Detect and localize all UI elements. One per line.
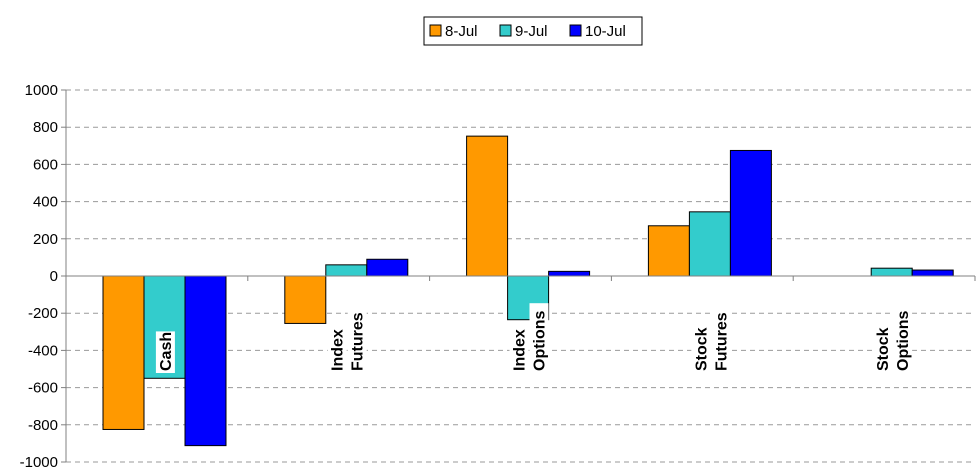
y-tick-label: -600 (28, 380, 58, 397)
bar (729, 149, 772, 277)
bar (466, 135, 509, 277)
legend-label: 9-Jul (515, 23, 548, 40)
legend-box (423, 16, 643, 46)
category-label-bg (155, 331, 175, 373)
bar (102, 275, 145, 430)
y-tick-label: 800 (33, 119, 58, 136)
y-tick-label: 600 (33, 156, 58, 173)
category-label-bg (893, 303, 913, 373)
legend-label: 10-Jul (585, 23, 626, 40)
category-label-bg (529, 303, 549, 373)
category-label-bg (327, 322, 347, 373)
category-label-bg (347, 303, 367, 373)
y-tick-label: 200 (33, 231, 58, 248)
bar (548, 270, 591, 277)
y-tick-label: 0 (50, 268, 58, 285)
bar (366, 258, 409, 277)
y-tick-label: -400 (28, 342, 58, 359)
category-label-line: Futures (713, 312, 730, 371)
category-label-line: Stock (693, 327, 710, 371)
category-label-line: Futures (350, 312, 367, 371)
legend-label: 8-Jul (445, 23, 478, 40)
category-label: Cash (155, 331, 175, 373)
bar (647, 225, 690, 277)
category-label-bg (691, 322, 711, 373)
category-label-line: Cash (158, 332, 175, 371)
category-labels: Cash Index Futures Index Options Stock Futures… (155, 303, 913, 373)
bar (911, 269, 954, 277)
legend-swatch (429, 24, 442, 37)
y-tick-label: -200 (28, 305, 58, 322)
category-label: Index Futures (327, 303, 367, 373)
category-label-bg (873, 322, 893, 373)
y-tick-label: -800 (28, 417, 58, 434)
bar (325, 264, 368, 277)
category-label-bg (711, 303, 731, 373)
y-tick-label: -1000 (20, 454, 58, 470)
bar (284, 275, 327, 324)
x-axis (65, 275, 976, 281)
legend: 8-Jul 9-Jul 10-Jul (423, 16, 643, 46)
category-label-line: Stock (875, 327, 892, 371)
y-tick-label: 400 (33, 194, 58, 211)
y-tick-label: 1000 (25, 82, 58, 99)
legend-swatch (499, 24, 512, 37)
category-label: Stock Options (873, 303, 913, 373)
bar (184, 275, 227, 447)
y-axis: 1000 800 600 400 200 0 -200 -400 -600 -800 -1000 (20, 82, 67, 471)
category-label-bg (509, 322, 529, 373)
bars (102, 135, 954, 447)
category-label-line: Options (532, 310, 549, 371)
legend-swatch (569, 24, 582, 37)
category-label-line: Index (330, 329, 347, 371)
category-label: Index Options (509, 303, 549, 373)
bar (688, 211, 731, 277)
category-label-line: Options (895, 310, 912, 371)
bar (870, 267, 913, 277)
category-label: Stock Futures (691, 303, 731, 373)
category-label-line: Index (512, 329, 529, 371)
